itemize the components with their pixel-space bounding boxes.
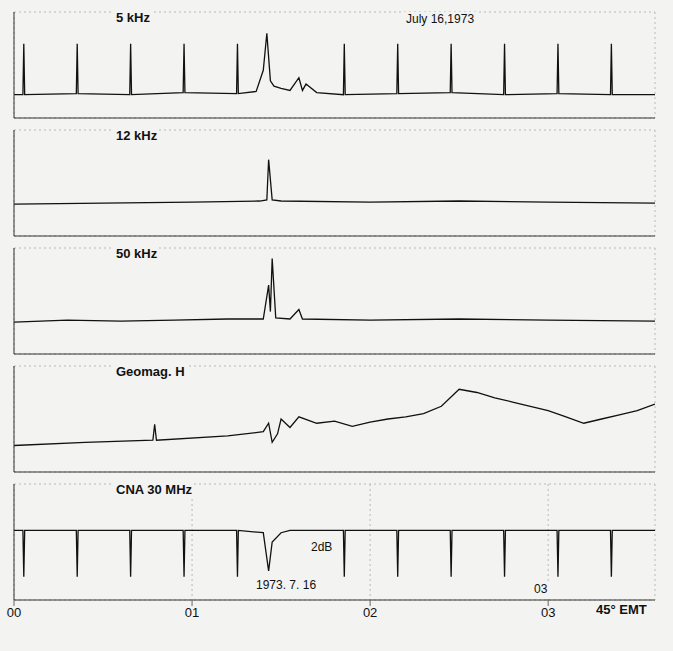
- html-text:CNA 30 MHz: CNA 30 MHz: [116, 482, 193, 497]
- html-text:2dB: 2dB: [311, 540, 333, 554]
- html-text:12 kHz: 12 kHz: [116, 128, 158, 143]
- html-text:50 kHz: 50 kHz: [116, 246, 158, 261]
- svg-text:03: 03: [541, 605, 555, 620]
- html-text:03: 03: [534, 582, 548, 596]
- html-text:45° EMT: 45° EMT: [596, 602, 647, 617]
- svg-text:02: 02: [363, 605, 377, 620]
- svg-text:01: 01: [185, 605, 199, 620]
- svg-text:00: 00: [7, 605, 21, 620]
- html-text:1973. 7. 16: 1973. 7. 16: [256, 578, 317, 592]
- html-text:July 16,1973: July 16,1973: [406, 12, 475, 26]
- html-text:Geomag. H: Geomag. H: [116, 364, 185, 379]
- html-text:5 kHz: 5 kHz: [116, 10, 150, 25]
